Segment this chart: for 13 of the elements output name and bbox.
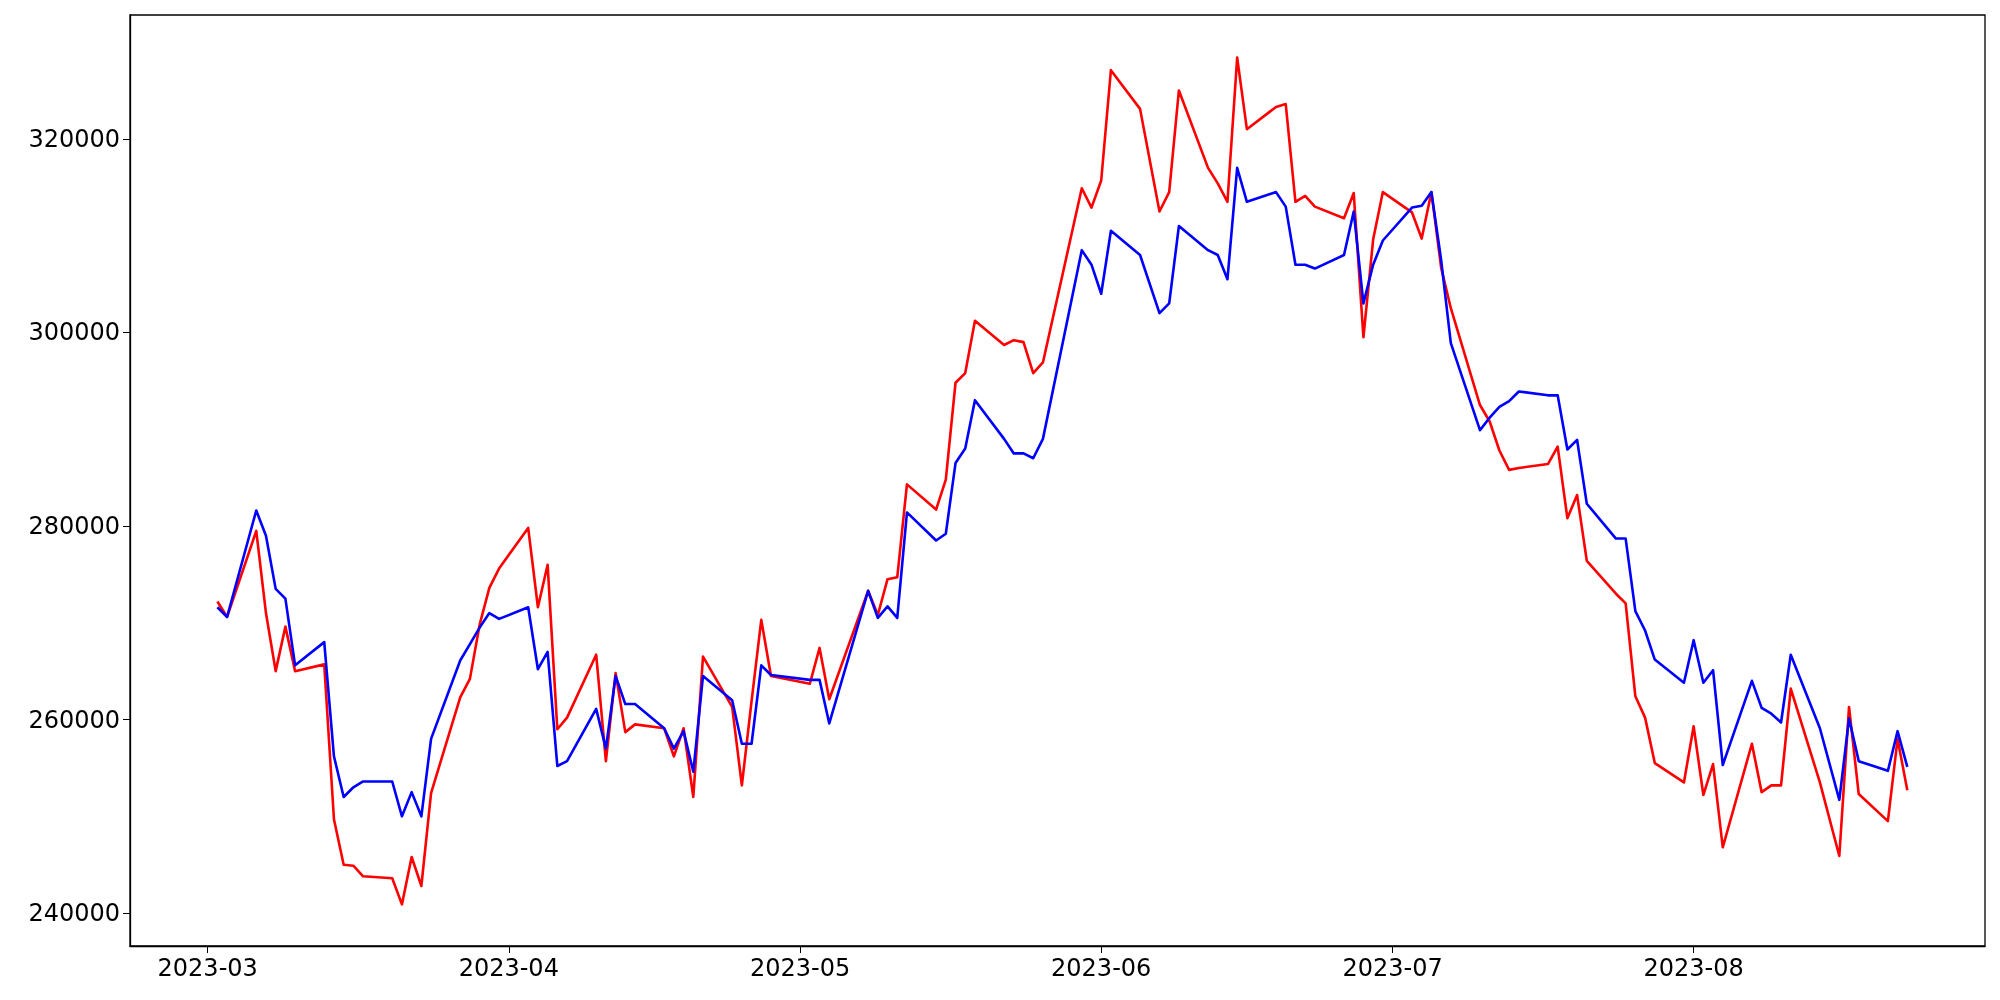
y-tick-label: 240000: [28, 899, 120, 928]
line-series: [216, 166, 1909, 818]
x-tick-label: 2023-05: [749, 954, 851, 982]
y-tick-label: 280000: [28, 511, 120, 540]
y-tick-label: 260000: [28, 705, 120, 734]
line-series: [216, 56, 1909, 906]
x-tick-label: 2023-03: [157, 954, 258, 982]
y-tick-label: 300000: [28, 318, 120, 347]
x-tick-label: 2023-04: [458, 954, 559, 982]
x-tick-label: 2023-08: [1643, 954, 1744, 982]
x-tick-label: 2023-07: [1342, 954, 1443, 982]
y-tick-label: 320000: [28, 124, 120, 153]
x-tick-label: 2023-06: [1051, 954, 1152, 982]
